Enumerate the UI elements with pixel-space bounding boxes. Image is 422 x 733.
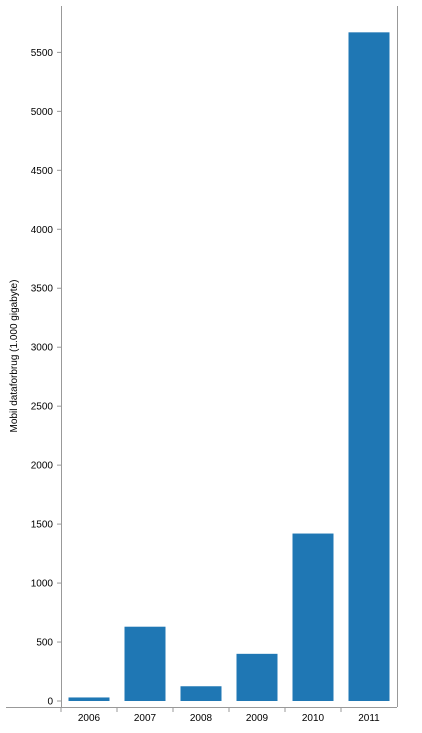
x-tick-label: 2011 — [358, 713, 380, 724]
x-axis-ticks: 2006 2007 2008 2009 2010 2011 — [60, 707, 380, 724]
y-axis-title: Mobil dataforbrug (1.000 gigabyte) — [9, 280, 20, 433]
x-tick-label: 2006 — [78, 713, 101, 724]
y-tick-label: 3500 — [31, 284, 54, 295]
y-tick-label: 3000 — [31, 343, 54, 354]
y-tick-label: 5000 — [31, 107, 54, 118]
y-tick-label: 4500 — [31, 166, 54, 177]
y-axis-ticks: 0 500 1000 1500 2000 2500 3000 3500 4000 4500 5000… — [31, 48, 61, 708]
bar-2011 — [348, 32, 390, 701]
x-tick-label: 2010 — [302, 713, 325, 724]
x-tick-label: 2008 — [190, 713, 213, 724]
x-tick-label: 2007 — [134, 713, 157, 724]
bar-2006 — [68, 697, 110, 701]
y-tick-label: 500 — [36, 638, 53, 649]
y-tick-label: 2000 — [31, 461, 54, 472]
y-tick-label: 1500 — [31, 520, 54, 531]
y-tick-label: 4000 — [31, 225, 54, 236]
y-tick-label: 1000 — [31, 579, 54, 590]
bar-2009 — [236, 653, 278, 701]
bar-2008 — [180, 686, 222, 701]
y-tick-label: 5500 — [31, 48, 54, 59]
y-tick-label: 0 — [47, 697, 53, 708]
y-tick-label: 2500 — [31, 402, 54, 413]
bar-2007 — [124, 626, 166, 701]
bars-group — [68, 32, 390, 701]
x-tick-label: 2009 — [246, 713, 269, 724]
bar-2010 — [292, 533, 334, 701]
